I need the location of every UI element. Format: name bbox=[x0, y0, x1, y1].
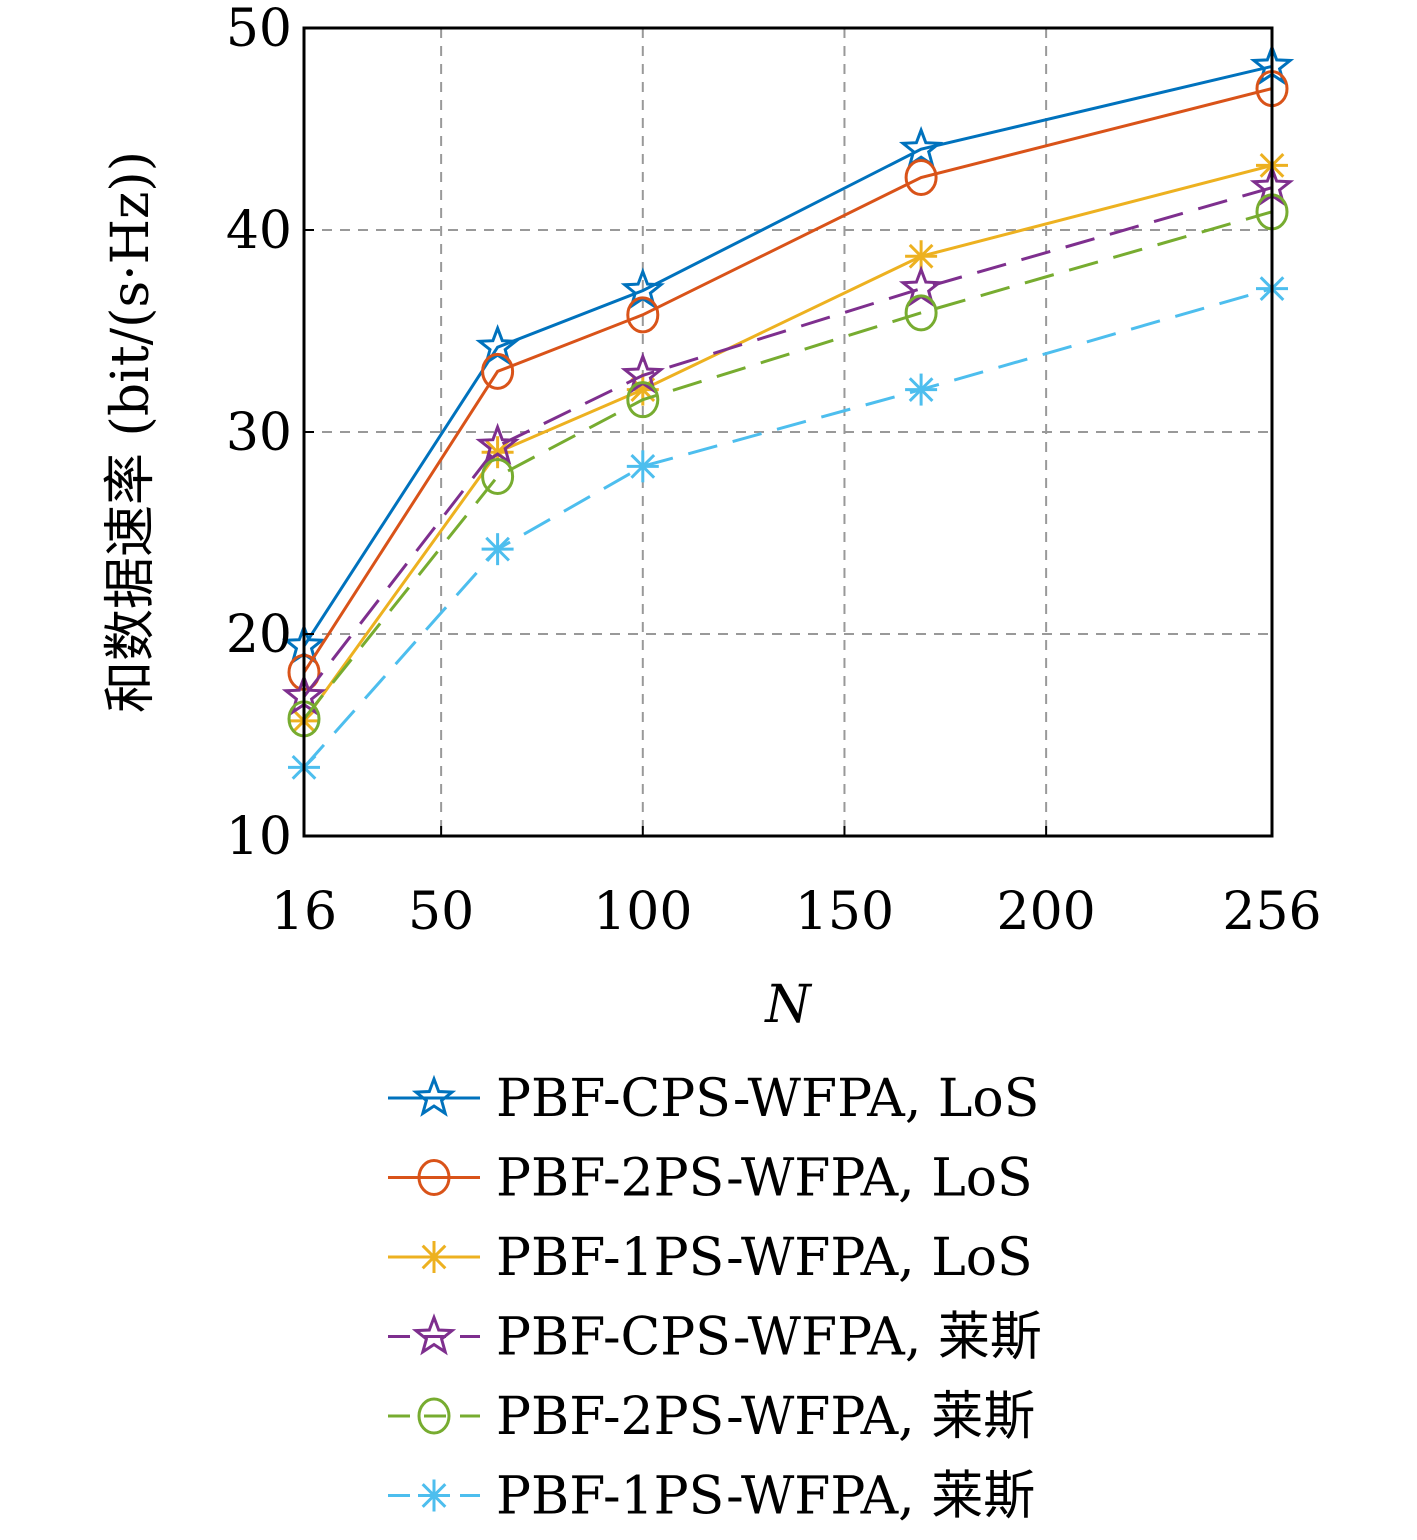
legend-marker bbox=[411, 1313, 457, 1356]
series-line bbox=[302, 287, 1273, 769]
legend-marker bbox=[418, 1241, 450, 1273]
data-point bbox=[626, 381, 660, 419]
legend-label: PBF-2PS-WFPA, 莱斯 bbox=[496, 1387, 1035, 1447]
legend-label: PBF-1PS-WFPA, LoS bbox=[496, 1228, 1033, 1288]
legend-item: PBF-1PS-WFPA, 莱斯 bbox=[388, 1467, 1035, 1527]
data-point bbox=[481, 352, 515, 390]
legend-label: PBF-CPS-WFPA, LoS bbox=[496, 1069, 1039, 1129]
tick-labels: 16 50 100 150 200 256 10 20 30 40 50 bbox=[226, 0, 1322, 942]
series-line bbox=[302, 163, 1273, 722]
y-tick-label: 10 bbox=[226, 807, 292, 867]
series-line bbox=[302, 87, 1273, 674]
x-axis-label: N bbox=[763, 975, 812, 1035]
series-6 bbox=[288, 272, 1288, 784]
x-tick-label: 200 bbox=[997, 882, 1096, 942]
legend-marker bbox=[417, 1397, 451, 1435]
y-axis-label: 和数据速率 (bit/(s·Hz)) bbox=[101, 151, 161, 713]
legend-marker bbox=[411, 1074, 457, 1117]
plot-series bbox=[281, 43, 1295, 784]
data-point bbox=[475, 323, 520, 366]
legend-marker bbox=[417, 1159, 451, 1196]
data-point bbox=[905, 240, 938, 273]
legend-item: PBF-1PS-WFPA, LoS bbox=[388, 1228, 1033, 1288]
data-point bbox=[475, 422, 520, 465]
y-tick-label: 40 bbox=[226, 201, 292, 261]
x-tick-label: 150 bbox=[795, 882, 894, 942]
legend-item: PBF-2PS-WFPA, 莱斯 bbox=[388, 1387, 1035, 1447]
x-tick-label: 100 bbox=[593, 882, 692, 942]
y-tick-label: 20 bbox=[226, 605, 292, 665]
series-line bbox=[302, 210, 1273, 720]
x-tick-label: 256 bbox=[1222, 882, 1321, 942]
data-point bbox=[904, 294, 938, 332]
x-tick-label: 50 bbox=[408, 882, 474, 942]
legend-label: PBF-1PS-WFPA, 莱斯 bbox=[496, 1467, 1035, 1527]
data-point bbox=[898, 265, 944, 308]
data-point bbox=[626, 450, 659, 483]
data-point bbox=[898, 125, 944, 169]
legend-item: PBF-CPS-WFPA, 莱斯 bbox=[388, 1308, 1042, 1368]
legend: PBF-CPS-WFPA, LoS PBF-2PS-WFPA, LoS PBF-1P… bbox=[388, 1069, 1042, 1527]
x-tick-label: 16 bbox=[271, 882, 337, 942]
legend-label: PBF-2PS-WFPA, LoS bbox=[496, 1149, 1033, 1209]
series-line bbox=[302, 64, 1273, 647]
data-point bbox=[904, 158, 938, 196]
series-3 bbox=[288, 149, 1288, 737]
legend-marker bbox=[418, 1479, 450, 1512]
series-2 bbox=[287, 70, 1289, 691]
series-line bbox=[302, 186, 1273, 698]
data-point bbox=[481, 457, 515, 495]
data-point bbox=[626, 296, 660, 334]
legend-item: PBF-CPS-WFPA, LoS bbox=[388, 1069, 1039, 1129]
grid bbox=[304, 28, 1272, 836]
data-point bbox=[905, 373, 938, 406]
data-point bbox=[481, 533, 514, 566]
y-tick-label: 30 bbox=[226, 403, 292, 463]
legend-label: PBF-CPS-WFPA, 莱斯 bbox=[496, 1308, 1042, 1368]
y-tick-label: 50 bbox=[226, 0, 292, 59]
legend-item: PBF-2PS-WFPA, LoS bbox=[388, 1149, 1033, 1209]
